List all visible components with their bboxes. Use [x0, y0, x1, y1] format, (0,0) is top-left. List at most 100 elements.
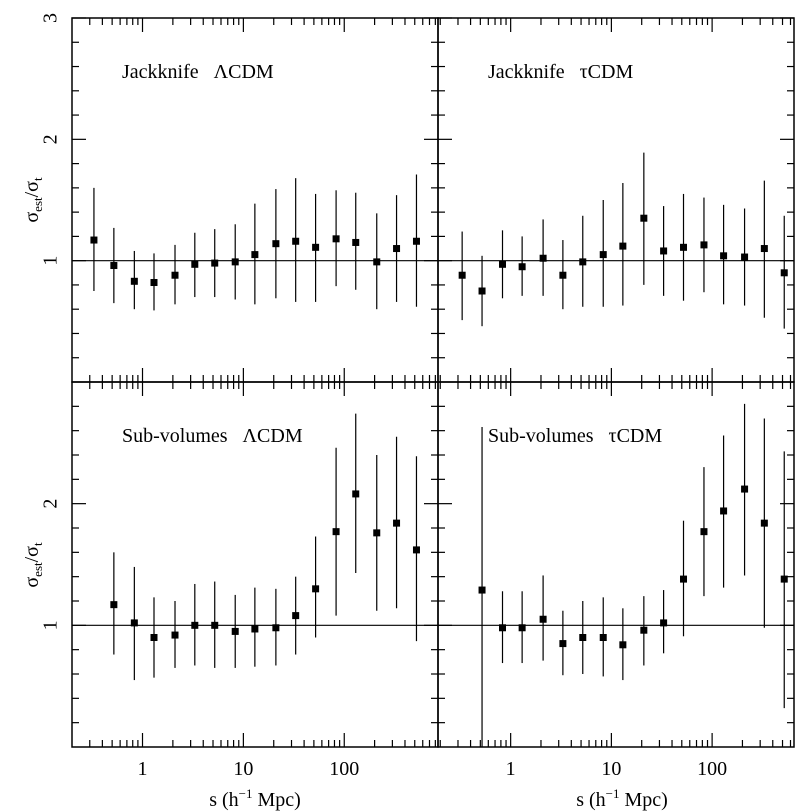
- y-label-part: σ: [21, 212, 43, 223]
- data-point: [130, 277, 138, 285]
- data-point: [780, 269, 788, 277]
- annotation: Jackknife τCDM: [488, 61, 633, 83]
- y-tick-label: 1: [40, 256, 62, 266]
- data-point: [412, 237, 420, 245]
- data-point: [130, 619, 138, 627]
- data-point: [110, 262, 118, 270]
- data-point: [559, 271, 567, 279]
- x-label-part: s (h: [209, 789, 238, 811]
- y-label-part: /σ: [21, 181, 43, 198]
- data-point: [499, 624, 507, 632]
- data-point: [272, 240, 280, 248]
- data-point: [90, 236, 98, 244]
- x-label-part: −1: [239, 786, 253, 801]
- data-point: [760, 245, 768, 253]
- y-axis-label: σest/σt: [21, 177, 45, 223]
- x-label-part: Mpc): [619, 789, 667, 811]
- data-point: [579, 634, 587, 641]
- data-point: [292, 612, 300, 620]
- annotation: Jackknife ΛCDM: [122, 61, 274, 83]
- panel-frame: [437, 381, 795, 748]
- data-point: [191, 260, 199, 268]
- data-point: [458, 271, 466, 279]
- data-point: [171, 631, 179, 639]
- x-tick-label: 10: [233, 758, 253, 780]
- annotation: Sub-volumes τCDM: [488, 425, 662, 447]
- data-point: [640, 626, 648, 634]
- data-point: [619, 242, 627, 250]
- data-point: [660, 619, 668, 627]
- data-point: [579, 258, 587, 266]
- data-point: [211, 621, 219, 629]
- y-tick-label: 3: [40, 13, 62, 23]
- y-tick-label: 1: [40, 620, 62, 630]
- y-tick-label: 2: [40, 134, 62, 144]
- y-label-part: σ: [21, 577, 43, 588]
- data-point: [680, 243, 688, 251]
- data-point: [393, 519, 401, 527]
- data-point: [720, 507, 728, 515]
- annotation: Sub-volumes ΛCDM: [122, 425, 303, 447]
- data-point: [150, 634, 158, 641]
- x-label-part: Mpc): [252, 789, 300, 811]
- data-point: [680, 575, 688, 583]
- data-point: [251, 625, 259, 633]
- data-point: [619, 641, 627, 649]
- data-point: [373, 258, 381, 266]
- data-point: [499, 260, 507, 268]
- data-point: [373, 529, 381, 537]
- y-label-part: est: [30, 562, 45, 577]
- y-tick-label: 2: [40, 499, 62, 509]
- data-point: [272, 624, 280, 632]
- data-point: [191, 621, 199, 629]
- data-point: [231, 627, 239, 635]
- y-label-part: est: [30, 197, 45, 212]
- x-tick-label: 10: [601, 758, 621, 780]
- data-point: [478, 287, 486, 295]
- data-point: [700, 528, 708, 536]
- data-point: [518, 263, 526, 271]
- y-label-part: t: [30, 542, 45, 546]
- data-point: [110, 601, 118, 609]
- data-point: [352, 490, 360, 498]
- data-point: [780, 575, 788, 583]
- y-label-part: /σ: [21, 546, 43, 563]
- data-point: [741, 485, 749, 493]
- y-axis-label: σest/σt: [21, 542, 45, 588]
- data-point: [720, 252, 728, 260]
- data-point: [539, 615, 547, 623]
- data-point: [251, 251, 259, 259]
- data-point: [332, 528, 340, 536]
- data-point: [599, 634, 607, 641]
- data-point: [292, 237, 300, 245]
- data-point: [539, 254, 547, 262]
- data-point: [332, 235, 340, 243]
- data-point: [231, 258, 239, 266]
- data-point: [412, 546, 420, 554]
- x-tick-label: 1: [138, 758, 148, 780]
- data-point: [312, 585, 320, 593]
- data-point: [760, 519, 768, 527]
- x-label-part: s (h: [576, 789, 605, 811]
- data-point: [150, 279, 158, 287]
- data-point: [393, 245, 401, 253]
- x-tick-label: 1: [506, 758, 516, 780]
- data-point: [559, 640, 567, 648]
- x-axis-label: s (h−1 Mpc): [209, 786, 301, 811]
- x-tick-label: 100: [329, 758, 359, 780]
- data-point: [518, 624, 526, 632]
- x-tick-label: 100: [697, 758, 727, 780]
- data-point: [640, 214, 648, 222]
- y-label-part: t: [30, 177, 45, 181]
- data-point: [660, 247, 668, 255]
- data-point: [478, 586, 486, 594]
- data-point: [211, 259, 219, 267]
- data-point: [171, 271, 179, 279]
- data-point: [312, 243, 320, 251]
- x-label-part: −1: [606, 786, 620, 801]
- data-point: [741, 253, 749, 261]
- data-point: [352, 238, 360, 246]
- data-point: [700, 241, 708, 249]
